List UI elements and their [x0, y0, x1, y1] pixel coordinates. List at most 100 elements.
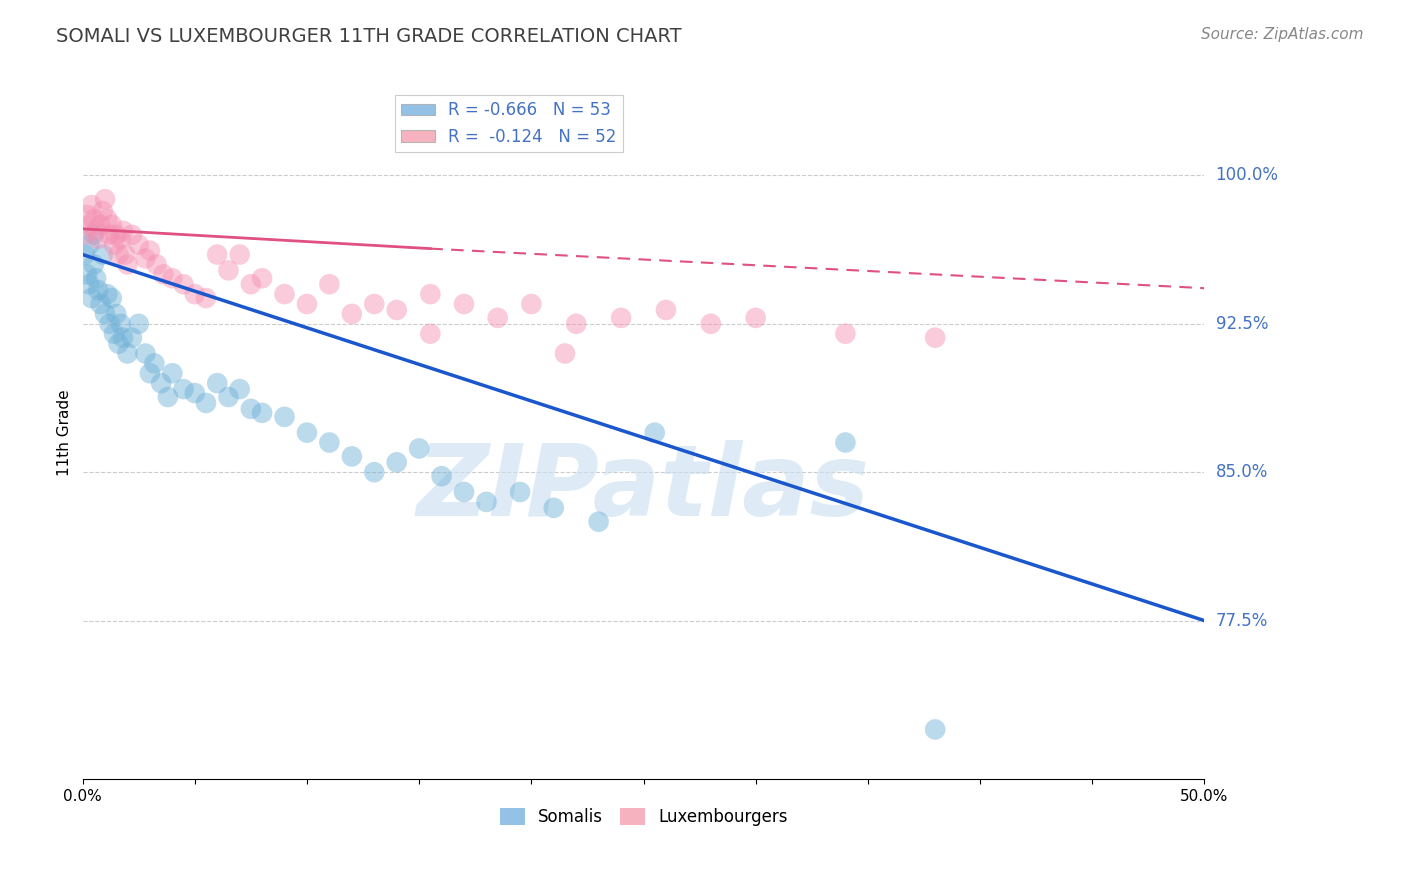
Point: [134, 252, 156, 266]
Legend: Somalis, Luxembourgers: Somalis, Luxembourgers: [494, 801, 794, 833]
Point: [87, 283, 110, 297]
Point: [273, 409, 295, 424]
Text: 100.0%: 100.0%: [1216, 167, 1278, 185]
Point: [156, 390, 179, 404]
Point: [91, 247, 114, 261]
Point: [87, 232, 110, 246]
Point: [318, 277, 340, 292]
Point: [408, 442, 430, 456]
Point: [644, 425, 666, 440]
Point: [565, 317, 588, 331]
Point: [655, 302, 678, 317]
Point: [700, 317, 723, 331]
Point: [96, 211, 118, 226]
Point: [340, 450, 363, 464]
Point: [250, 406, 273, 420]
Point: [150, 376, 173, 391]
Point: [834, 435, 856, 450]
Point: [173, 277, 195, 292]
Point: [744, 310, 766, 325]
Point: [79, 237, 101, 252]
Point: [105, 307, 128, 321]
Point: [195, 291, 218, 305]
Point: [318, 435, 340, 450]
Point: [117, 257, 139, 271]
Point: [228, 247, 250, 261]
Point: [173, 382, 195, 396]
Point: [363, 297, 385, 311]
Point: [139, 366, 162, 380]
Point: [103, 326, 125, 341]
Point: [430, 469, 453, 483]
Text: 85.0%: 85.0%: [1216, 463, 1268, 481]
Point: [834, 326, 856, 341]
Point: [239, 277, 262, 292]
Point: [139, 244, 162, 258]
Point: [110, 317, 132, 331]
Point: [98, 317, 121, 331]
Point: [90, 218, 112, 232]
Point: [273, 287, 295, 301]
Point: [84, 271, 107, 285]
Point: [79, 277, 101, 292]
Point: [83, 211, 105, 226]
Point: [107, 336, 129, 351]
Point: [80, 198, 103, 212]
Point: [205, 247, 228, 261]
Point: [84, 224, 107, 238]
Point: [520, 297, 543, 311]
Point: [143, 356, 166, 370]
Point: [80, 291, 103, 305]
Point: [96, 287, 118, 301]
Point: [110, 232, 132, 246]
Point: [100, 218, 122, 232]
Point: [340, 307, 363, 321]
Point: [83, 257, 105, 271]
Point: [419, 287, 441, 301]
Point: [114, 247, 136, 261]
Text: SOMALI VS LUXEMBOURGER 11TH GRADE CORRELATION CHART: SOMALI VS LUXEMBOURGER 11TH GRADE CORREL…: [56, 27, 682, 45]
Point: [152, 268, 174, 282]
Text: ZIPatlas: ZIPatlas: [418, 440, 870, 537]
Point: [117, 346, 139, 360]
Y-axis label: 11th Grade: 11th Grade: [58, 389, 72, 476]
Point: [128, 317, 150, 331]
Point: [924, 331, 946, 345]
Point: [588, 515, 610, 529]
Point: [90, 297, 112, 311]
Point: [543, 500, 565, 515]
Point: [486, 310, 509, 325]
Point: [121, 331, 143, 345]
Point: [295, 297, 318, 311]
Point: [453, 297, 475, 311]
Point: [128, 237, 150, 252]
Point: [217, 390, 239, 404]
Point: [924, 723, 946, 737]
Point: [100, 291, 122, 305]
Point: [79, 218, 101, 232]
Point: [111, 331, 134, 345]
Point: [184, 386, 207, 401]
Point: [105, 227, 128, 242]
Point: [509, 485, 531, 500]
Point: [103, 237, 125, 252]
Point: [162, 271, 184, 285]
Point: [295, 425, 318, 440]
Point: [217, 263, 239, 277]
Point: [145, 257, 167, 271]
Point: [134, 346, 156, 360]
Point: [453, 485, 475, 500]
Point: [83, 227, 105, 242]
Text: 92.5%: 92.5%: [1216, 315, 1268, 333]
Point: [475, 495, 498, 509]
Point: [76, 268, 98, 282]
Point: [228, 382, 250, 396]
Point: [94, 307, 117, 321]
Point: [239, 401, 262, 416]
Point: [363, 465, 385, 479]
Point: [554, 346, 576, 360]
Point: [195, 396, 218, 410]
Point: [121, 227, 143, 242]
Text: 77.5%: 77.5%: [1216, 612, 1268, 630]
Point: [610, 310, 633, 325]
